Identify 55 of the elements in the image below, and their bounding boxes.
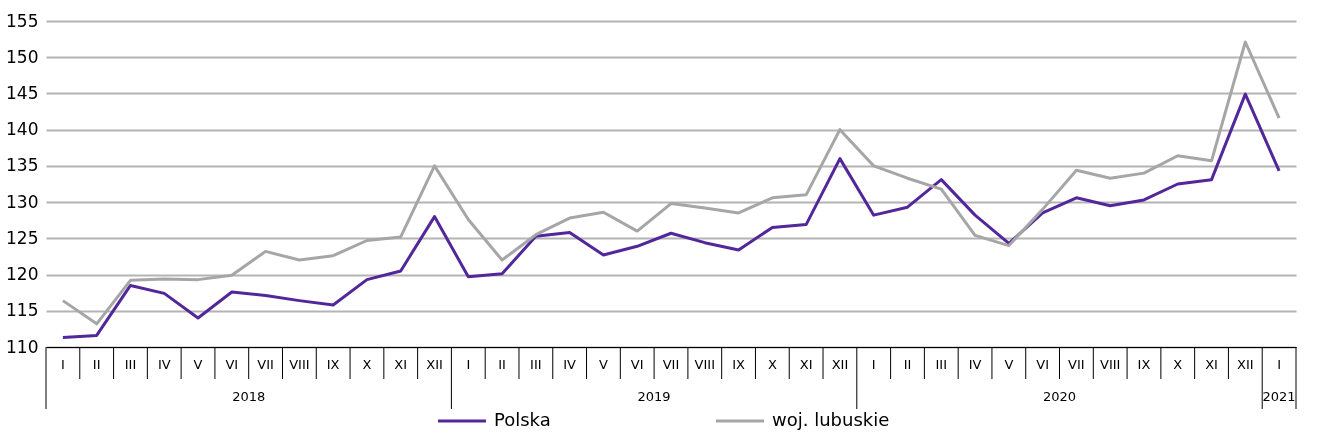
text: 2019 xyxy=(637,389,671,404)
legend-label: woj. lubuskie xyxy=(772,409,890,430)
x-tick-label: II xyxy=(498,357,506,372)
x-tick-label: X xyxy=(362,357,372,372)
x-tick-label: VI xyxy=(225,357,239,372)
x-tick-label: XII xyxy=(426,357,443,372)
legend-label: Polska xyxy=(494,409,551,430)
x-tick-label: IV xyxy=(157,357,171,372)
x-tick-label: XI xyxy=(799,357,813,372)
y-tick-label: 135 xyxy=(6,155,39,176)
y-tick-label: 115 xyxy=(6,300,39,321)
x-tick-label: XII xyxy=(1237,357,1254,372)
x-tick-label: IX xyxy=(1137,357,1151,372)
x-tick-label: XII xyxy=(831,357,849,372)
x-tick-label: V xyxy=(598,357,608,372)
x-tick-label: IX xyxy=(326,357,340,372)
x-tick-label: I xyxy=(1277,357,1282,372)
y-tick-label: 125 xyxy=(6,227,39,248)
x-tick-label: VII xyxy=(662,357,680,372)
x-tick-label: III xyxy=(530,357,542,372)
text: 2020 xyxy=(1042,389,1077,404)
text: 2021 xyxy=(1262,389,1296,404)
y-tick-label: 110 xyxy=(6,336,39,357)
y-tick-label: 150 xyxy=(6,46,39,67)
x-tick-label: IV xyxy=(968,357,982,372)
y-tick-label: 155 xyxy=(6,10,39,31)
x-tick-label: III xyxy=(935,357,948,372)
x-tick-label: VIII xyxy=(694,357,715,372)
x-tick-label: XI xyxy=(1205,357,1218,372)
y-tick-label: 120 xyxy=(6,264,39,285)
x-tick-label: III xyxy=(124,357,137,372)
x-tick-label: VI xyxy=(1036,357,1049,372)
x-tick-label: I xyxy=(466,357,471,372)
x-tick-label: XI xyxy=(394,357,408,372)
x-tick-label: V xyxy=(193,357,203,372)
y-tick-label: 130 xyxy=(6,191,39,212)
x-tick-label: I xyxy=(871,357,876,372)
x-tick-label: X xyxy=(767,357,777,372)
y-tick-label: 145 xyxy=(6,82,39,103)
x-tick-label: X xyxy=(1173,357,1183,372)
x-tick-label: VI xyxy=(630,357,644,372)
line-series xyxy=(61,40,1281,326)
x-tick-label: VIII xyxy=(289,357,310,372)
x-tick-label: II xyxy=(903,357,912,372)
y-tick-label: 140 xyxy=(6,119,39,140)
x-tick-label: VII xyxy=(1068,357,1085,372)
x-tick-label: V xyxy=(1004,357,1014,372)
x-tick-label: I xyxy=(60,357,65,372)
line-series xyxy=(61,92,1281,340)
x-tick-label: IX xyxy=(732,357,746,372)
x-tick-label: II xyxy=(92,357,101,372)
x-tick-label: VIII xyxy=(1099,357,1121,372)
text: 2018 xyxy=(232,389,266,404)
x-tick-label: VII xyxy=(257,357,274,372)
x-tick-label: IV xyxy=(563,357,577,372)
